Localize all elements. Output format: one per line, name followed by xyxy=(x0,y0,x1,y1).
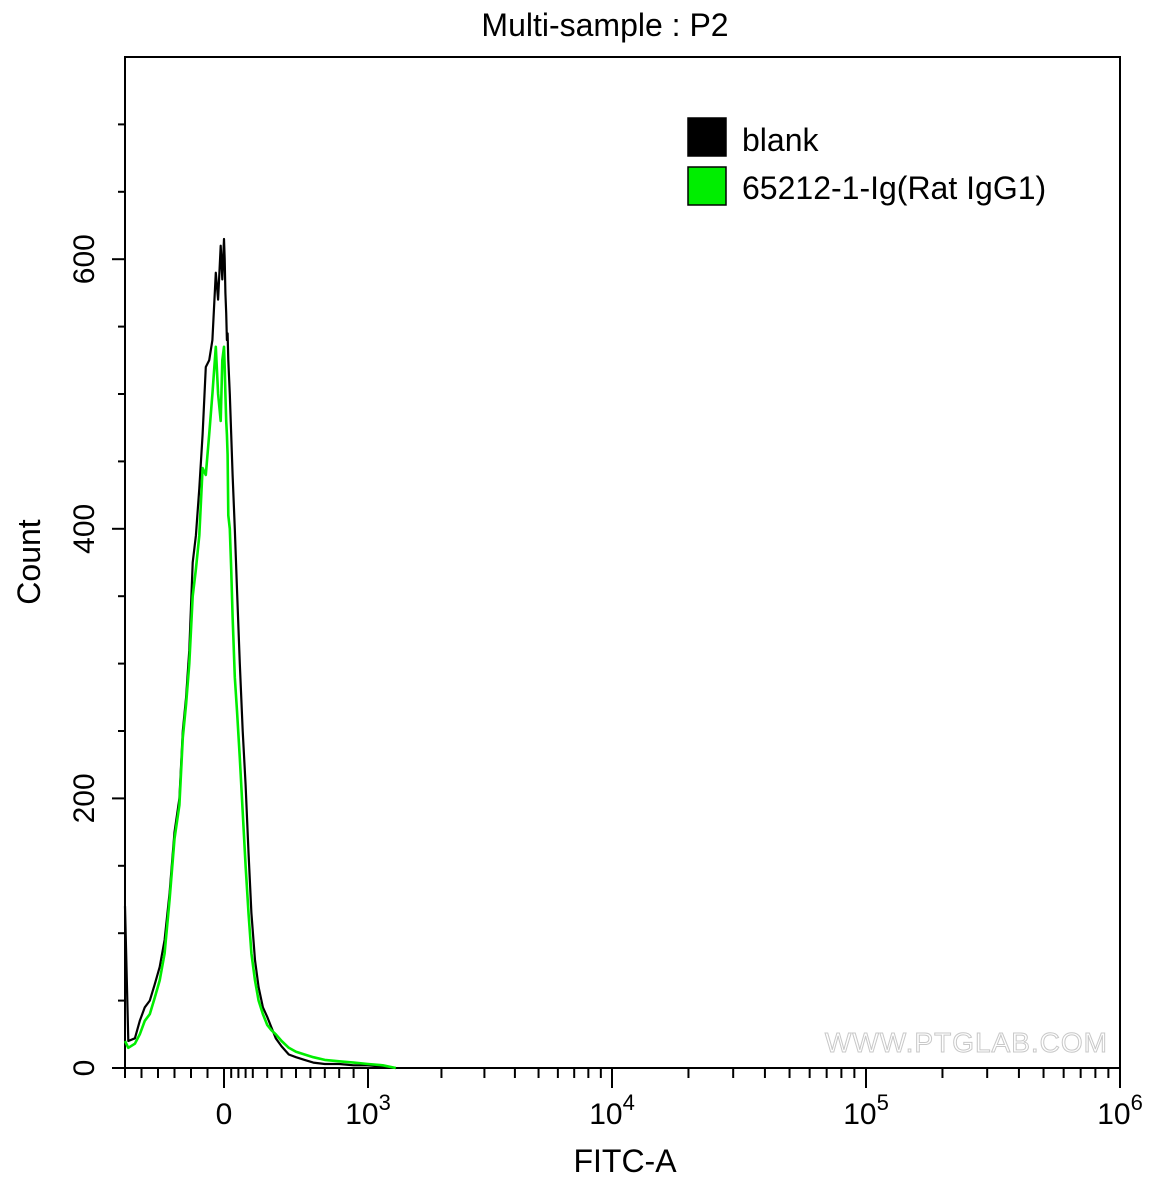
y-tick-label: 400 xyxy=(68,504,101,554)
y-axis-label: Count xyxy=(11,519,47,605)
x-tick-label: 104 xyxy=(589,1090,635,1131)
series-group xyxy=(123,237,397,1070)
legend-label-isotype: 65212-1-Ig(Rat IgG1) xyxy=(742,170,1046,206)
series-line-1 xyxy=(123,345,397,1070)
x-tick-label: 105 xyxy=(843,1090,889,1131)
y-tick-label: 0 xyxy=(68,1060,101,1077)
watermark-text: WWW.PTGLAB.COM xyxy=(825,1027,1108,1058)
legend-swatch-isotype xyxy=(687,166,727,206)
legend-label-blank: blank xyxy=(742,122,820,158)
legend-swatch-blank xyxy=(687,117,727,157)
y-tick-label: 200 xyxy=(68,773,101,823)
x-tick-label: 0 xyxy=(216,1098,233,1131)
x-axis: 0 103 104 105 106 xyxy=(124,1068,1143,1131)
legend: blank 65212-1-Ig(Rat IgG1) xyxy=(687,117,1046,206)
x-axis-label: FITC-A xyxy=(573,1143,677,1179)
chart-title: Multi-sample : P2 xyxy=(481,7,728,43)
y-axis: 0 200 400 600 xyxy=(68,123,125,1077)
x-tick-label: 106 xyxy=(1097,1090,1143,1131)
x-tick-label: 103 xyxy=(345,1090,391,1131)
y-tick-label: 600 xyxy=(68,234,101,284)
plot-frame xyxy=(124,56,1121,1069)
